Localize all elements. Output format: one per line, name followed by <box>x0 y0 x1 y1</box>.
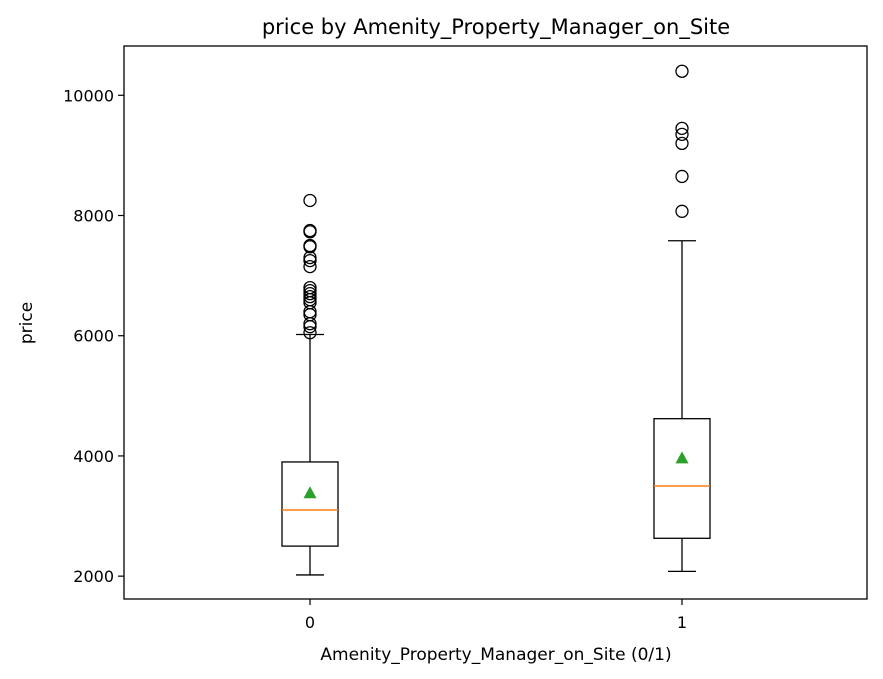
outlier-point <box>303 283 317 298</box>
chart-title: price by Amenity_Property_Manager_on_Sit… <box>262 15 730 40</box>
mean-marker <box>303 486 317 499</box>
y-tick-label: 10000 <box>63 86 114 105</box>
iqr-box <box>653 418 711 539</box>
outlier-point <box>675 127 689 142</box>
outlier-point <box>675 136 689 151</box>
mean-marker <box>675 451 689 464</box>
outlier-point <box>675 121 689 135</box>
outlier-point <box>303 193 317 208</box>
box-group-0 <box>281 193 339 576</box>
outlier-point <box>303 253 317 268</box>
outlier-point <box>675 169 689 184</box>
outlier-point <box>303 280 317 295</box>
x-tick-label: 0 <box>305 613 315 632</box>
x-tick-label: 1 <box>677 613 687 632</box>
y-tick-label: 8000 <box>73 207 114 226</box>
outlier-point <box>303 286 317 301</box>
outlier-point <box>303 223 317 238</box>
outlier-point <box>303 259 317 274</box>
outlier-point <box>303 238 317 253</box>
y-tick-label: 4000 <box>73 447 114 466</box>
y-tick-label: 6000 <box>73 327 114 346</box>
outlier-point <box>303 290 317 304</box>
y-tick-label: 2000 <box>73 567 114 586</box>
x-axis-label: Amenity_Property_Manager_on_Site (0/1) <box>320 645 671 665</box>
plot-area <box>123 45 868 600</box>
y-axis-label: price <box>17 302 37 344</box>
outlier-point <box>675 204 689 218</box>
outlier-point <box>303 326 317 340</box>
box-group-1 <box>653 64 711 572</box>
iqr-box <box>281 461 339 547</box>
outlier-point <box>675 64 689 78</box>
